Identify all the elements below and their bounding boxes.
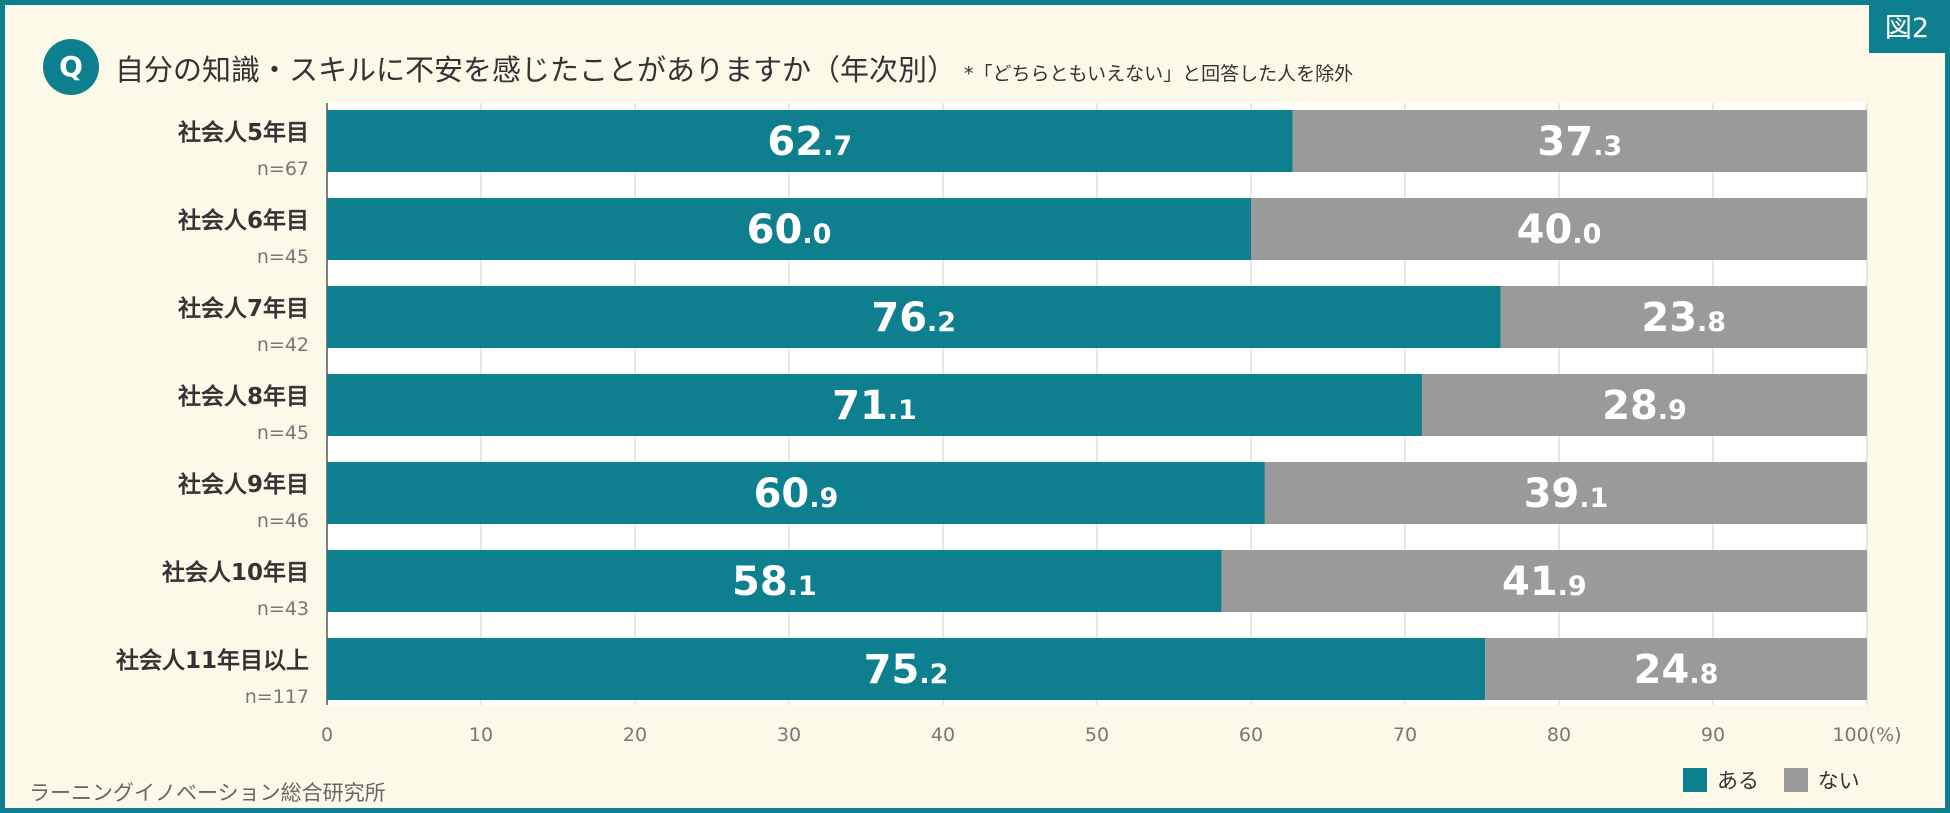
- bar-segment-nai: [1292, 110, 1867, 172]
- bar-segment-nai: [1421, 374, 1867, 436]
- bar-segment-nai: [1500, 286, 1867, 348]
- category-label: 社会人11年目以上: [116, 647, 309, 674]
- sample-size-label: n=45: [257, 422, 309, 444]
- sample-size-label: n=42: [257, 334, 309, 356]
- title-note: *「どちらともいえない」と回答した人を除外: [964, 63, 1354, 85]
- category-label: 社会人5年目: [178, 119, 309, 146]
- bar-segment-aru: [327, 286, 1501, 348]
- x-tick-label: 90: [1701, 724, 1725, 746]
- x-tick-label: 100(%): [1832, 724, 1901, 746]
- figure-badge: 図2: [1869, 5, 1945, 53]
- x-tick-label: 80: [1547, 724, 1571, 746]
- sample-size-label: n=117: [245, 686, 309, 708]
- data-label: 40.0: [1517, 207, 1602, 253]
- question-icon: Q: [43, 39, 99, 95]
- data-label: 41.9: [1502, 559, 1587, 605]
- bar-segment-aru: [327, 638, 1486, 700]
- bar-segment-aru: [327, 462, 1265, 524]
- bar-segment-aru: [327, 550, 1222, 612]
- category-label: 社会人6年目: [178, 207, 309, 234]
- bar-segment-aru: [327, 198, 1251, 260]
- x-tick-label: 0: [321, 724, 333, 746]
- data-label: 28.9: [1602, 383, 1687, 429]
- data-label: 71.1: [832, 383, 917, 429]
- x-tick-label: 30: [777, 724, 801, 746]
- data-label: 62.7: [767, 119, 852, 165]
- legend-item-aru: ある: [1683, 765, 1759, 795]
- data-label: 23.8: [1641, 295, 1726, 341]
- data-label: 60.9: [754, 471, 839, 517]
- x-tick-label: 10: [469, 724, 493, 746]
- legend-item-nai: ない: [1783, 765, 1860, 795]
- stacked-bar-chart: 0 10 20 30 40 50 60 70 80 90 100(%) 62.7 37.3 社会人5年目 n…: [116, 103, 1902, 746]
- sample-size-label: n=45: [257, 246, 309, 268]
- source-credit: ラーニングイノベーション総合研究所: [29, 781, 386, 805]
- legend-swatch-nai: [1783, 768, 1808, 792]
- legend-label-nai: ない: [1817, 769, 1860, 793]
- data-label: 24.8: [1634, 647, 1719, 693]
- x-tick-label: 50: [1085, 724, 1109, 746]
- sample-size-label: n=43: [257, 598, 309, 620]
- chart-title: 自分の知識・スキルに不安を感じたことがありますか（年次別） *「どちらともいえない…: [115, 47, 1353, 89]
- x-tick-label: 40: [931, 724, 955, 746]
- x-tick-label: 20: [623, 724, 647, 746]
- x-tick-label: 60: [1239, 724, 1263, 746]
- bar-segment-nai: [1221, 550, 1867, 612]
- legend-swatch-aru: [1683, 768, 1707, 792]
- category-label: 社会人8年目: [178, 383, 309, 410]
- bar-segment-nai: [1485, 638, 1867, 700]
- category-label: 社会人10年目: [162, 559, 309, 586]
- bar-segment-aru: [327, 374, 1422, 436]
- category-label: 社会人9年目: [178, 471, 309, 498]
- title-text: 自分の知識・スキルに不安を感じたことがありますか（年次別）: [115, 53, 957, 87]
- data-label: 39.1: [1524, 471, 1609, 517]
- sample-size-label: n=67: [257, 158, 309, 180]
- data-label: 60.0: [747, 207, 832, 253]
- sample-size-label: n=46: [257, 510, 309, 532]
- bar-segment-nai: [1251, 198, 1867, 260]
- bar-segment-aru: [327, 110, 1293, 172]
- bar-segment-nai: [1264, 462, 1867, 524]
- category-label: 社会人7年目: [178, 295, 309, 322]
- chart-legend: ある ない: [1683, 765, 1878, 795]
- x-tick-label: 70: [1393, 724, 1417, 746]
- data-label: 76.2: [871, 295, 956, 341]
- data-label: 37.3: [1537, 119, 1622, 165]
- data-label: 58.1: [732, 559, 817, 605]
- legend-label-aru: ある: [1717, 769, 1759, 793]
- data-label: 75.2: [864, 647, 949, 693]
